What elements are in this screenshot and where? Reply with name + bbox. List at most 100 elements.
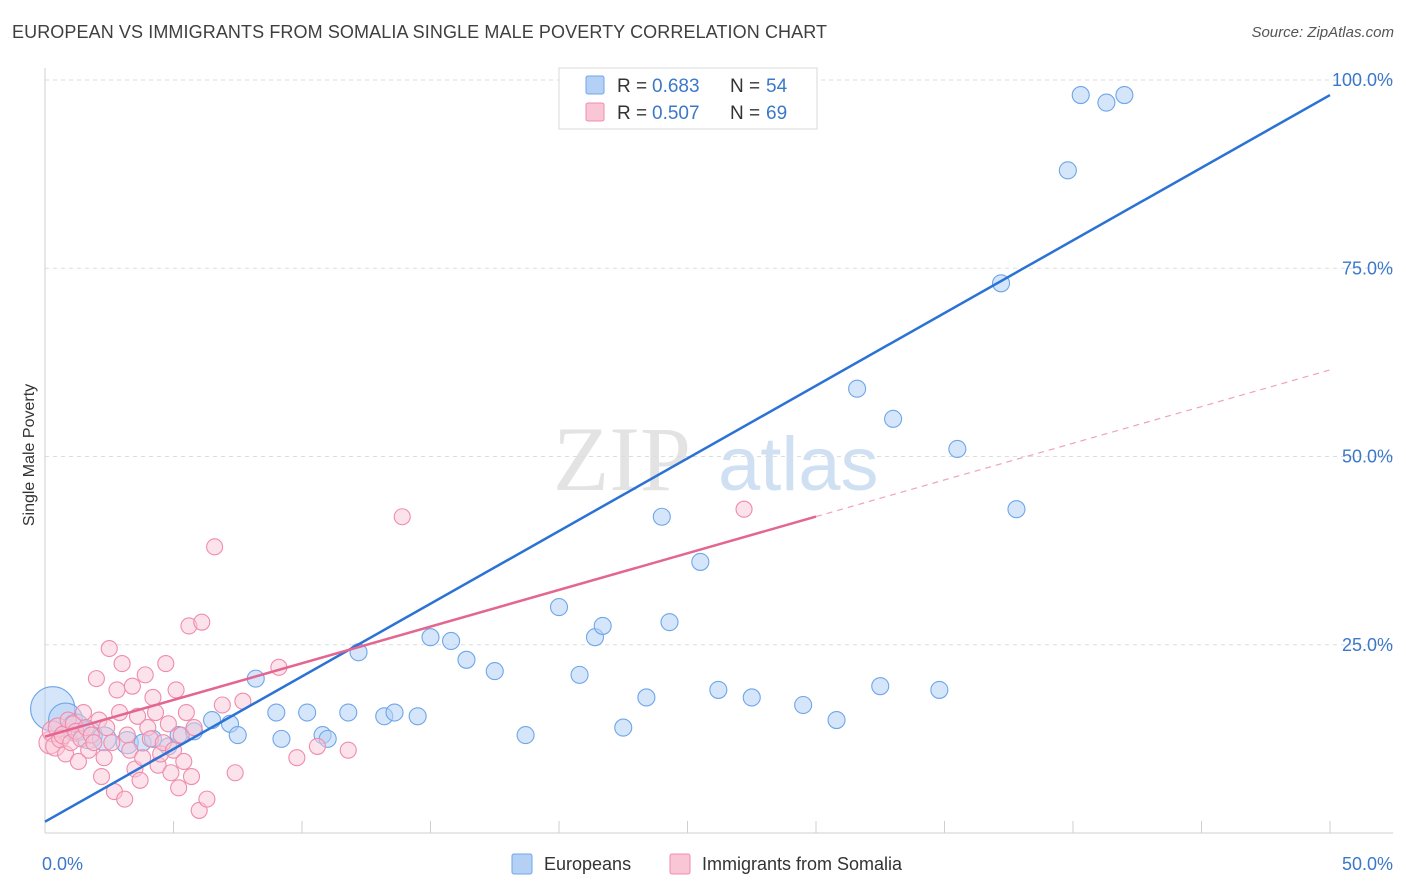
x-tick-label: 50.0% [1342, 854, 1393, 874]
data-point-somalia[interactable] [177, 703, 195, 722]
data-point-somalia[interactable] [95, 749, 113, 767]
data-point-somalia[interactable] [393, 508, 411, 526]
data-point-somalia[interactable] [98, 719, 116, 737]
data-point-europeans[interactable] [267, 703, 286, 722]
data-point-somalia[interactable] [175, 752, 193, 771]
stats-r-value: 0.683 [652, 76, 700, 97]
data-point-somalia[interactable] [193, 613, 211, 631]
data-point-europeans[interactable] [1071, 86, 1090, 105]
data-point-somalia[interactable] [735, 500, 753, 518]
y-axis-label: Single Male Poverty [21, 384, 38, 526]
series-somalia-points [38, 500, 753, 819]
legend-label-somalia[interactable]: Immigrants from Somalia [702, 854, 903, 874]
data-point-somalia[interactable] [198, 790, 216, 808]
data-point-europeans[interactable] [742, 688, 761, 707]
x-ticks [173, 821, 1331, 833]
data-point-somalia[interactable] [288, 749, 306, 767]
data-point-europeans[interactable] [228, 726, 247, 745]
data-point-europeans[interactable] [691, 552, 710, 571]
data-point-europeans[interactable] [485, 662, 504, 681]
data-point-somalia[interactable] [172, 726, 190, 744]
data-point-somalia[interactable] [170, 779, 188, 797]
data-point-europeans[interactable] [652, 507, 671, 526]
data-point-europeans[interactable] [1115, 86, 1134, 105]
data-point-europeans[interactable] [871, 677, 890, 696]
data-point-somalia[interactable] [113, 655, 131, 673]
data-point-somalia[interactable] [339, 741, 357, 759]
data-point-somalia[interactable] [85, 734, 103, 752]
legend-swatch-europeans[interactable] [511, 853, 533, 875]
legend-swatch-somalia[interactable] [669, 853, 691, 875]
data-point-somalia[interactable] [75, 703, 93, 722]
stats-n-label: N = [730, 76, 760, 97]
data-point-europeans[interactable] [593, 616, 612, 635]
watermark-atlas: atlas [718, 422, 879, 507]
data-point-somalia[interactable] [69, 752, 87, 771]
data-point-europeans[interactable] [385, 703, 404, 722]
data-point-somalia[interactable] [103, 734, 121, 752]
data-point-europeans[interactable] [457, 650, 476, 669]
data-point-somalia[interactable] [118, 726, 136, 744]
data-point-somalia[interactable] [206, 538, 224, 556]
data-point-europeans[interactable] [948, 439, 967, 459]
source-credit: Source: ZipAtlas.com [1251, 24, 1394, 41]
y-tick-label: 100.0% [1332, 70, 1393, 90]
data-point-somalia[interactable] [159, 715, 177, 733]
data-point-somalia[interactable] [162, 764, 180, 782]
stats-swatch-europeans [585, 75, 605, 95]
data-point-somalia[interactable] [92, 767, 111, 786]
y-tick-label: 50.0% [1342, 447, 1393, 467]
data-point-europeans[interactable] [614, 718, 633, 737]
data-point-somalia[interactable] [226, 764, 244, 782]
y-tick-labels: 25.0% 50.0% 75.0% 100.0% [1332, 70, 1393, 655]
data-point-somalia[interactable] [136, 666, 154, 684]
x-tick-labels: 0.0% 50.0% [42, 854, 1393, 874]
data-point-europeans[interactable] [1097, 93, 1116, 112]
trend-line-europeans [44, 93, 1331, 823]
stats-n-label: N = [730, 103, 760, 124]
legend-label-europeans[interactable]: Europeans [544, 854, 631, 874]
data-point-europeans[interactable] [339, 703, 358, 722]
data-point-europeans[interactable] [570, 665, 589, 684]
data-point-somalia[interactable] [123, 677, 141, 695]
data-point-europeans[interactable] [516, 726, 535, 745]
stats-n-value: 69 [766, 103, 787, 124]
data-point-europeans[interactable] [709, 680, 728, 699]
data-point-somalia[interactable] [213, 696, 231, 714]
data-point-somalia[interactable] [185, 719, 203, 737]
data-point-europeans[interactable] [848, 379, 867, 398]
y-tick-label: 75.0% [1342, 258, 1393, 278]
data-point-europeans[interactable] [408, 707, 427, 726]
data-point-europeans[interactable] [637, 688, 656, 707]
stats-n-value: 54 [766, 76, 788, 97]
data-point-somalia[interactable] [308, 737, 326, 755]
data-point-europeans[interactable] [1007, 500, 1026, 519]
data-point-somalia[interactable] [108, 681, 126, 699]
data-point-somalia[interactable] [182, 767, 201, 786]
trend-line-somalia [44, 515, 817, 738]
stats-swatch-somalia [585, 102, 605, 122]
data-point-somalia[interactable] [167, 681, 185, 699]
data-point-europeans[interactable] [421, 628, 440, 647]
data-point-europeans[interactable] [549, 598, 569, 617]
data-point-somalia[interactable] [131, 771, 149, 789]
data-point-europeans[interactable] [884, 409, 903, 428]
data-point-europeans[interactable] [930, 680, 949, 699]
data-point-europeans[interactable] [660, 613, 679, 632]
data-point-europeans[interactable] [1058, 161, 1077, 180]
data-point-somalia[interactable] [157, 655, 175, 673]
chart-title: EUROPEAN VS IMMIGRANTS FROM SOMALIA SING… [12, 22, 828, 42]
stats-legend: R = 0.683 N = 54 R = 0.507 N = 69 [558, 67, 818, 130]
data-point-europeans[interactable] [794, 695, 813, 715]
data-point-europeans[interactable] [298, 703, 317, 722]
data-point-europeans[interactable] [827, 710, 846, 730]
trend-lines [44, 93, 1331, 823]
y-tick-label: 25.0% [1342, 635, 1393, 655]
data-point-somalia[interactable] [116, 790, 134, 808]
data-point-europeans[interactable] [272, 729, 291, 748]
data-point-somalia[interactable] [100, 639, 118, 658]
data-point-europeans[interactable] [442, 631, 461, 651]
data-point-somalia[interactable] [121, 741, 139, 759]
data-point-somalia[interactable] [87, 670, 105, 688]
